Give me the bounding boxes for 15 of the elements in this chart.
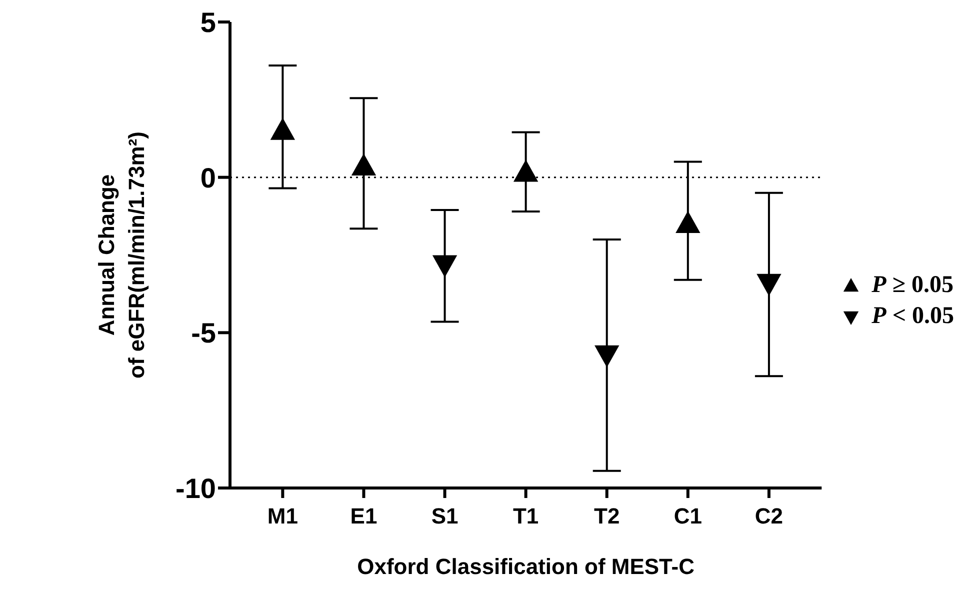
x-axis-title: Oxford Classification of MEST-C (357, 554, 695, 579)
x-tick-label: T2 (594, 504, 620, 529)
x-tick-label: C1 (674, 504, 702, 529)
legend-label: P < 0.05 (872, 303, 954, 330)
y-tick-label: 0 (200, 162, 216, 194)
y-tick-label: -10 (176, 472, 216, 504)
y-tick-label: 5 (200, 6, 216, 38)
y-axis-title: Annual Change of eGFR(ml/min/1.73m²) (94, 132, 149, 378)
x-tick-label: C2 (754, 504, 784, 529)
y-tick-label: -5 (191, 318, 216, 349)
x-tick-label: E1 (350, 504, 378, 529)
x-tick-label: S1 (431, 504, 458, 529)
x-tick-label: T1 (512, 504, 539, 529)
x-tick-label: M1 (267, 504, 298, 529)
legend-label: P ≥ 0.05 (872, 272, 954, 299)
